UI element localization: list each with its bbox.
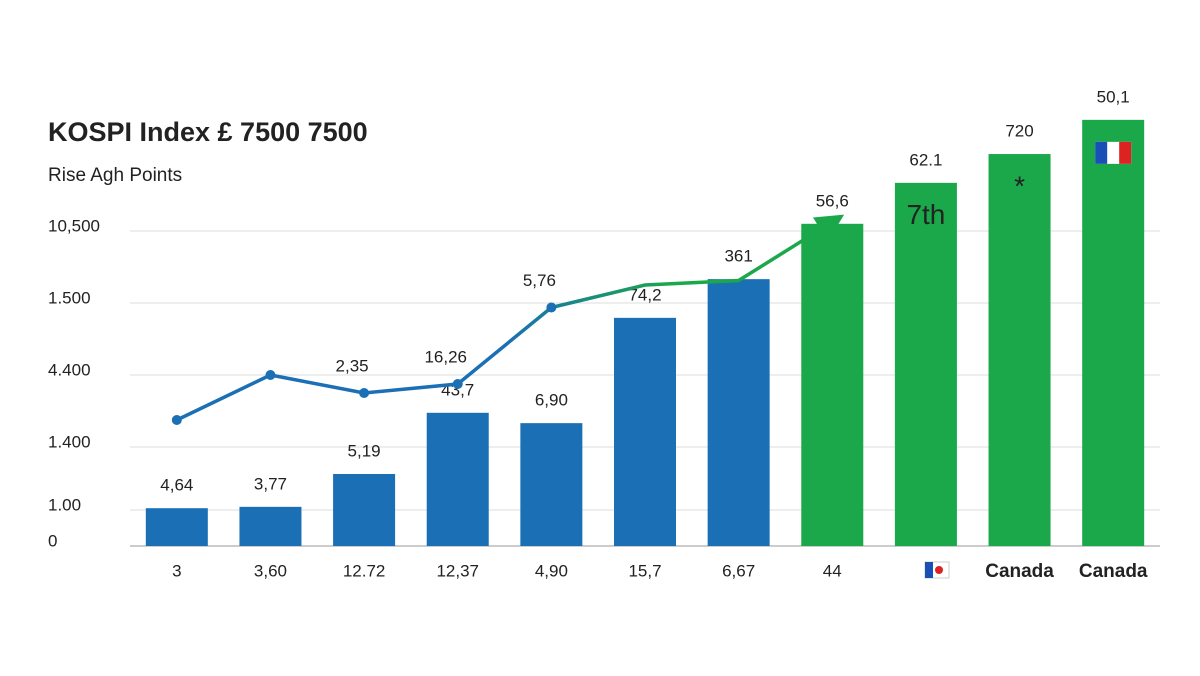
x-tick-label: 12.72 [343,561,386,580]
x-tick-label: 12,37 [436,561,479,580]
value-label: 50,1 [1097,87,1130,106]
chart-subtitle: Rise Agh Points [48,165,182,186]
bar-annotation: * [1014,170,1025,201]
value-label: 720 [1005,122,1033,141]
y-tick-label: 4.400 [48,360,91,379]
line-point [452,379,463,389]
x-tick-label: 4,90 [535,561,568,580]
line-point [546,302,557,313]
line-label: 16,26 [424,347,467,366]
bar [426,412,489,546]
x-tick-label: 3 [172,561,181,580]
bar-annotation: 7th [906,199,945,230]
value-label: 4,64 [160,476,193,495]
bar [801,223,864,547]
line-point [171,415,182,425]
bar [894,182,957,546]
y-tick-label: 1.400 [48,432,91,451]
value-label: 74,2 [628,285,661,304]
value-label: 5,19 [348,441,381,460]
bar [1082,119,1145,546]
line-point [265,370,276,380]
y-tick-label: 10,500 [48,216,100,235]
bar [707,279,770,546]
y-tick-label: 0 [48,531,57,550]
line [176,214,845,422]
bar [333,474,396,546]
y-tick-label: 1.500 [48,288,91,307]
x-tick-label: Canada [985,561,1054,582]
value-label: 3,77 [254,474,287,493]
flag-icon [924,561,950,579]
line-label: 2,35 [336,356,369,375]
value-label: 6,90 [535,391,568,410]
line-point [359,388,370,398]
bar [614,317,676,546]
x-tick-label: 44 [823,561,842,580]
chart-title: KOSPI Index £ 7500 7500 [48,117,368,147]
bar [520,423,583,546]
x-tick-label: Canada [1079,561,1148,582]
value-label: 361 [724,247,752,266]
line-label: 5,76 [523,271,556,290]
bar [145,508,208,546]
value-label: 62.1 [909,150,942,169]
x-tick-label: 3,60 [254,561,287,580]
value-label: 56,6 [816,191,849,210]
bar [239,506,302,546]
bar [988,154,1051,547]
x-tick-label: 15,7 [628,561,661,580]
y-tick-label: 1.00 [48,495,81,514]
x-tick-label: 6,67 [722,561,755,580]
flag-icon [1095,141,1132,164]
